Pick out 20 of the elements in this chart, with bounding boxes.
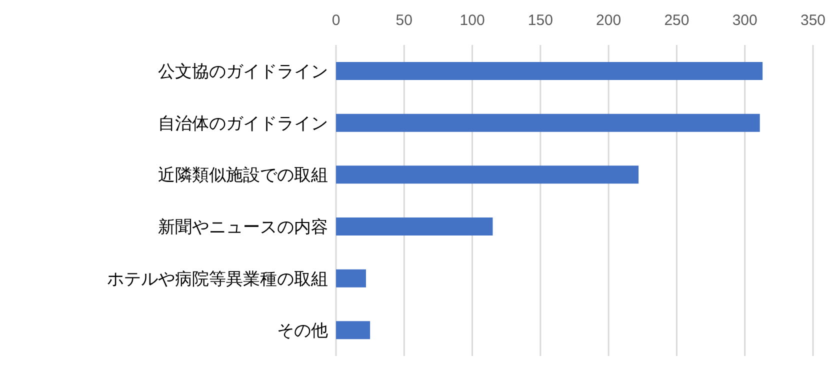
bar	[336, 218, 493, 236]
x-tick-label: 300	[732, 12, 758, 29]
y-tick-label: 新聞やニュースの内容	[158, 217, 328, 236]
x-tick-label: 150	[528, 12, 553, 29]
bar	[336, 269, 366, 288]
x-tick-label: 200	[596, 12, 622, 29]
y-tick-label: 近隣類似施設での取組	[158, 166, 328, 185]
y-tick-label: 自治体のガイドライン	[158, 114, 328, 133]
y-tick-label: 公文協のガイドライン	[158, 62, 328, 81]
y-tick-label: ホテルや病院等異業種の取組	[107, 269, 328, 288]
bar	[336, 114, 760, 132]
x-tick-label: 350	[800, 12, 826, 29]
bar	[336, 166, 639, 184]
bar	[336, 62, 763, 80]
x-tick-label: 100	[460, 12, 485, 29]
x-tick-label: 0	[332, 12, 340, 29]
x-tick-label: 50	[396, 12, 412, 29]
bar	[336, 321, 370, 340]
y-tick-label: その他	[277, 321, 328, 340]
x-tick-label: 250	[664, 12, 690, 29]
